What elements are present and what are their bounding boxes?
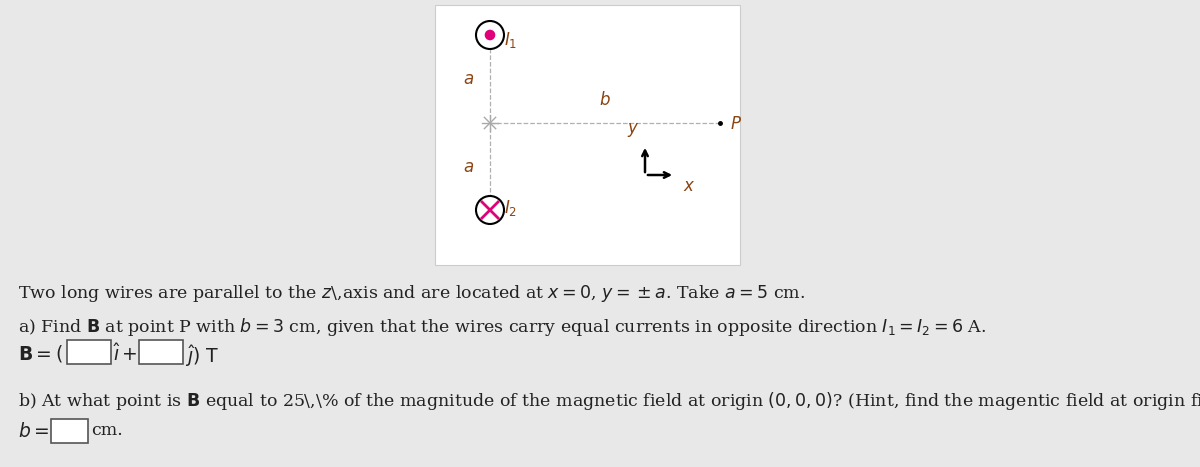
Text: $\hat{\jmath}$) T: $\hat{\jmath}$) T [185,343,220,369]
Text: $I_2$: $I_2$ [504,198,517,218]
Text: $I_1$: $I_1$ [504,30,517,50]
Text: a) Find $\mathbf{B}$ at point P with $b = 3$ cm, given that the wires carry equa: a) Find $\mathbf{B}$ at point P with $b … [18,316,986,338]
Circle shape [476,196,504,224]
Text: b) At what point is $\mathbf{B}$ equal to 25\,\% of the magnitude of the magneti: b) At what point is $\mathbf{B}$ equal t… [18,390,1200,412]
Text: Two long wires are parallel to the $z$\,axis and are located at $x = 0$, $y = \p: Two long wires are parallel to the $z$\,… [18,283,805,304]
FancyBboxPatch shape [436,5,740,265]
Text: $y$: $y$ [626,121,640,139]
FancyBboxPatch shape [50,419,88,443]
Text: $x$: $x$ [683,177,696,195]
Text: $a$: $a$ [463,157,474,176]
Text: $b$: $b$ [599,91,611,109]
Text: $P$: $P$ [730,115,742,133]
Text: $\hat{\imath}+$: $\hat{\imath}+$ [113,343,138,365]
Circle shape [485,30,496,40]
Circle shape [476,21,504,49]
Text: cm.: cm. [91,422,122,439]
FancyBboxPatch shape [67,340,112,364]
Text: $a$: $a$ [463,70,474,88]
FancyBboxPatch shape [139,340,182,364]
Text: $b =$: $b =$ [18,422,49,441]
Text: $\mathbf{B} = ($: $\mathbf{B} = ($ [18,343,64,364]
